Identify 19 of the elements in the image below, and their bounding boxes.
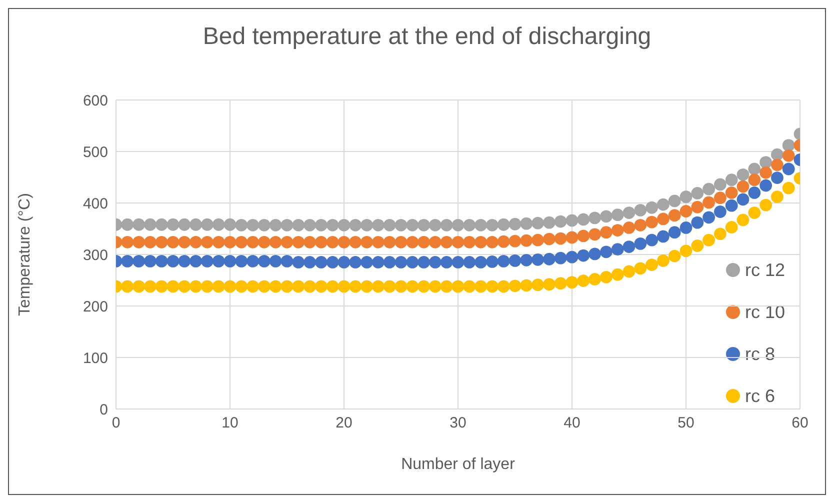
y-tick-label: 0 — [100, 401, 108, 418]
x-tick-label: 60 — [792, 414, 808, 432]
x-tick-label: 50 — [678, 414, 694, 432]
chart-title: Bed temperature at the end of discharging — [202, 22, 652, 52]
y-axis-title: Temperature (°C) — [16, 193, 34, 316]
x-axis-title: Number of layer — [401, 456, 516, 473]
y-tick-label: 600 — [82, 92, 108, 110]
x-tick-label: 40 — [564, 414, 580, 432]
y-tick-label: 100 — [82, 350, 108, 367]
x-tick-label: 20 — [336, 414, 352, 432]
x-tick-label: 30 — [450, 414, 466, 432]
y-tick-label: 200 — [82, 298, 108, 316]
legend-label: rc 6 — [744, 385, 775, 408]
y-tick-label: 500 — [82, 144, 108, 161]
legend-label: rc 12 — [744, 259, 785, 282]
y-tick-label: 400 — [82, 195, 108, 212]
x-tick-label: 0 — [112, 414, 120, 432]
x-tick-label: 10 — [222, 414, 238, 432]
y-tick-label: 300 — [82, 246, 108, 264]
